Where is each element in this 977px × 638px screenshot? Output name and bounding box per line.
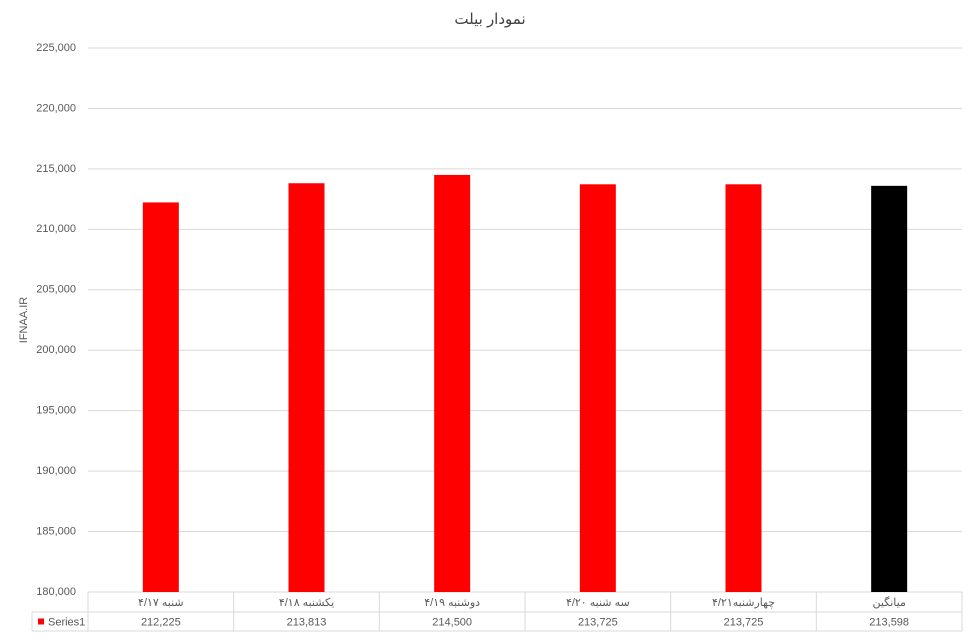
bar bbox=[871, 185, 908, 592]
legend-swatch bbox=[38, 618, 44, 625]
table-value: 212,225 bbox=[141, 616, 181, 628]
bar bbox=[288, 183, 325, 592]
table-value: 213,725 bbox=[724, 616, 764, 628]
y-tick-label: 225,000 bbox=[36, 42, 76, 54]
bar bbox=[725, 184, 762, 592]
legend-label: Series1 bbox=[48, 616, 85, 628]
x-tick-label: چهارشنبه۴/۲۱ bbox=[712, 597, 775, 609]
y-tick-label: 190,000 bbox=[36, 465, 76, 477]
y-tick-label: 185,000 bbox=[36, 525, 76, 537]
x-tick-label: شنبه ۴/۱۷ bbox=[138, 597, 184, 609]
y-tick-label: 200,000 bbox=[36, 344, 76, 356]
y-tick-label: 180,000 bbox=[36, 586, 76, 598]
y-tick-label: 195,000 bbox=[36, 405, 76, 417]
y-tick-label: 215,000 bbox=[36, 163, 76, 175]
x-tick-label: میانگین bbox=[872, 596, 906, 609]
bar bbox=[142, 202, 179, 593]
y-tick-label: 210,000 bbox=[36, 223, 76, 235]
table-value: 213,725 bbox=[578, 616, 618, 628]
x-tick-label: یکشنبه ۴/۱۸ bbox=[279, 597, 334, 609]
bar bbox=[434, 174, 471, 592]
chart-title: نمودار بیلت bbox=[454, 11, 525, 28]
x-tick-label: سه شنبه ۴/۲۰ bbox=[566, 597, 630, 609]
table-value: 214,500 bbox=[432, 616, 472, 628]
table-value: 213,598 bbox=[869, 616, 909, 628]
y-tick-label: 220,000 bbox=[36, 102, 76, 114]
bar bbox=[579, 184, 616, 592]
x-tick-label: دوشنبه ۴/۱۹ bbox=[424, 597, 480, 609]
y-axis-title: IFNAA.IR bbox=[18, 297, 30, 344]
table-value: 213,813 bbox=[287, 616, 327, 628]
y-tick-label: 205,000 bbox=[36, 284, 76, 296]
